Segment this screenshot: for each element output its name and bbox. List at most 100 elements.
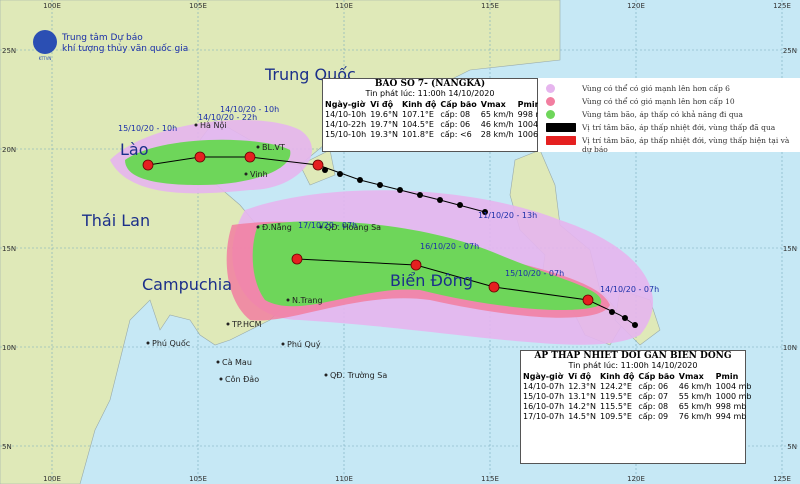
lat-label: 15N: [783, 245, 797, 253]
legend-swatch: [546, 110, 555, 119]
header-row: Ngày-giờ Vĩ độ Kinh độ Cấp bão Vmax Pmin: [521, 372, 753, 382]
place-label: BL.VT: [262, 143, 285, 152]
cell: 998 mb: [715, 402, 747, 411]
cell: 15/10-10h: [325, 130, 367, 139]
lat-label: 20N: [2, 146, 16, 154]
lat-label: 5N: [2, 443, 12, 451]
forecast-position: [312, 159, 324, 171]
cell: 13.1°N: [568, 392, 596, 401]
cell: 14/10-07h: [523, 382, 565, 391]
cell: 109.5°E: [600, 412, 632, 421]
place-dot: [256, 225, 260, 229]
place-label: Phú Quốc: [152, 338, 190, 348]
place-dot: [324, 373, 328, 377]
cell: 15/10-07h: [523, 392, 565, 401]
lat-label: 5N: [787, 443, 797, 451]
legend-label: Vùng tâm bão, áp thấp có khả năng đi qua: [582, 110, 743, 119]
logo: KTTVN Trung tâm Dự báo khí tượng thủy vă…: [33, 30, 188, 61]
cell: 19.7°N: [370, 120, 398, 129]
legend-swatch: [546, 136, 576, 145]
country-label: Thái Lan: [81, 211, 150, 230]
place-dot: [216, 360, 220, 364]
column-header: Vmax: [480, 100, 506, 109]
forecast-positions: [142, 151, 594, 306]
lat-label: 10N: [783, 344, 797, 352]
row: 15/10-10h 19.3°N 101.8°E cấp: <6 28 km/h 1006…: [323, 130, 555, 140]
forecast-position: [142, 159, 154, 171]
forecast-position: [582, 294, 594, 306]
past-positions: [322, 167, 638, 328]
places: Hà Nội BL.VT Vinh Đ.Nẵng QĐ. Hoàng Sa N.Trang…: [146, 120, 387, 384]
past-position: [322, 167, 328, 173]
lon-label: 115E: [481, 475, 499, 483]
track-labels: 14/10/20 - 10h 15/10/20 - 10h 14/10/20 - 2…: [118, 105, 659, 294]
place-dot: [286, 298, 290, 302]
legend: Vùng có thể có gió mạnh lên hơn cấp 6 Vùn…: [538, 78, 800, 154]
past-position: [417, 192, 423, 198]
past-position: [437, 197, 443, 203]
cell: 107.1°E: [402, 110, 434, 119]
depression-issued: Tin phát lúc: 11:00h 14/10/2020: [568, 361, 698, 370]
past-position: [457, 202, 463, 208]
cell: 101.8°E: [402, 130, 434, 139]
place-dot: [281, 342, 285, 346]
place-label: Phú Quý: [287, 340, 321, 349]
cell: 46 km/h: [678, 382, 712, 391]
org-name: Trung tâm Dự báo: [61, 33, 143, 43]
place-label: Hà Nội: [200, 120, 227, 130]
cell: 1004 mb: [517, 120, 554, 129]
place-label: QĐ. Trường Sa: [330, 370, 387, 380]
legend-swatch: [546, 97, 555, 106]
track-label: 17/10/20 - 07h: [298, 221, 357, 230]
cell: cấp: 07: [638, 392, 669, 401]
cell: 28 km/h: [480, 130, 514, 139]
lon-label: 105E: [189, 475, 207, 483]
lon-label: 110E: [335, 475, 353, 483]
legend-swatch: [546, 84, 555, 93]
storm-box: BAO SO 7- (NANGKA) Tin phát lúc: 11:00h …: [322, 78, 553, 152]
place-dot: [319, 225, 323, 229]
row: 15/10-07h 13.1°N 119.5°E cấp: 07 55 km/h 1000…: [521, 392, 753, 402]
lon-label: 125E: [773, 2, 791, 10]
column-header: Vmax: [678, 372, 704, 381]
cell: 119.5°E: [600, 392, 632, 401]
forecast-position: [194, 151, 206, 163]
cell: cấp: 09: [638, 412, 669, 421]
track-label: 14/10/20 - 07h: [600, 285, 659, 294]
place-dot: [146, 341, 150, 345]
place-dot: [194, 123, 198, 127]
cell: 1004 mb: [715, 382, 752, 391]
place-label: Đ.Nẵng: [262, 222, 292, 232]
legend-swatch: [546, 123, 576, 132]
column-header: Pmin: [715, 372, 739, 381]
cell: 1000 mb: [715, 392, 752, 401]
cell: 46 km/h: [480, 120, 514, 129]
past-position: [397, 187, 403, 193]
column-header: Ngày-giờ: [523, 372, 564, 381]
cell: 55 km/h: [678, 392, 712, 401]
lon-label: 120E: [627, 475, 645, 483]
cell: cấp: <6: [440, 130, 472, 139]
row: 14/10-10h 19.6°N 107.1°E cấp: 08 65 km/h 998 …: [323, 110, 555, 120]
track-label: 14/10/20 - 22h: [198, 113, 257, 122]
storm-issued: Tin phát lúc: 11:00h 14/10/2020: [365, 89, 495, 98]
lon-label: 115E: [481, 2, 499, 10]
place-dot: [244, 172, 248, 176]
cell: cấp: 08: [440, 110, 471, 119]
past-position: [337, 171, 343, 177]
depression-title: AP THAP NHIET DOI GAN BIEN DONG: [534, 351, 732, 361]
cell: 76 km/h: [678, 412, 712, 421]
cell: 12.3°N: [568, 382, 596, 391]
lon-label: 110E: [335, 2, 353, 10]
lon-label: 105E: [189, 2, 207, 10]
column-header: Pmin: [517, 100, 541, 109]
lat-label: 10N: [2, 344, 16, 352]
cell: cấp: 06: [440, 120, 471, 129]
column-header: Cấp bão: [638, 372, 675, 381]
org-name: khí tượng thủy văn quốc gia: [62, 43, 188, 54]
cell: 16/10-07h: [523, 402, 565, 411]
lon-label: 125E: [773, 475, 791, 483]
past-position: [632, 322, 638, 328]
row: 14/10-07h 12.3°N 124.2°E cấp: 06 46 km/h 1004…: [521, 382, 753, 392]
